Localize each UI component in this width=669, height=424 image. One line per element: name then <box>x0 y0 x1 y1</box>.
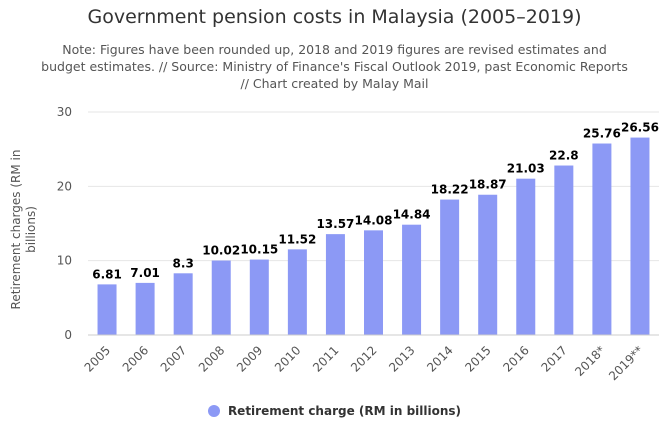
bar <box>287 249 307 335</box>
bar <box>630 137 650 335</box>
data-label: 13.57 <box>316 217 354 231</box>
chart-title: Government pension costs in Malaysia (20… <box>87 6 582 28</box>
x-tick-label: 2009 <box>234 343 265 374</box>
bar <box>440 199 460 335</box>
bar <box>97 284 117 335</box>
bar <box>249 259 269 335</box>
x-tick-label: 2006 <box>120 343 151 374</box>
y-axis-label: Retirement charges (RM inbillions) <box>9 150 38 310</box>
x-tick-label: 2007 <box>158 343 189 374</box>
x-tick-label: 2005 <box>82 343 113 374</box>
legend[interactable]: Retirement charge (RM in billions) <box>0 404 669 418</box>
data-label: 10.15 <box>240 243 278 257</box>
x-tick-label: 2010 <box>272 343 303 374</box>
x-tick-label: 2012 <box>348 343 379 374</box>
data-label: 11.52 <box>278 232 316 246</box>
x-tick-label: 2011 <box>310 343 341 374</box>
legend-label: Retirement charge (RM in billions) <box>227 404 462 418</box>
bar <box>516 178 536 335</box>
bar <box>211 260 231 335</box>
data-label: 14.84 <box>393 208 431 222</box>
x-tick-label: 2013 <box>386 343 417 374</box>
bar <box>554 165 574 335</box>
x-tick-label: 2016 <box>500 343 531 374</box>
bar <box>173 273 193 335</box>
legend-swatch <box>207 405 220 417</box>
bar <box>402 224 422 335</box>
bar-chart: 0 10 20 30 Retirement charges (RM inbillions… <box>9 105 659 383</box>
data-label: 8.3 <box>173 256 194 270</box>
data-label: 10.02 <box>202 244 240 258</box>
data-label: 6.81 <box>92 267 122 281</box>
data-label: 22.8 <box>549 149 579 163</box>
data-label: 18.87 <box>469 178 507 192</box>
x-tick-label: 2015 <box>462 343 493 374</box>
data-label: 7.01 <box>130 266 160 280</box>
bar <box>592 143 612 335</box>
bar <box>135 282 155 335</box>
bar <box>364 230 383 335</box>
y-tick-label: 0 <box>64 328 72 342</box>
x-tick-label: 2017 <box>538 343 569 374</box>
bar <box>478 194 498 335</box>
data-label: 14.08 <box>355 213 393 227</box>
data-label: 21.03 <box>507 162 545 176</box>
x-tick-label: 2018* <box>572 343 608 379</box>
chart-subtitle: Note: Figures have been rounded up, 2018… <box>41 42 628 91</box>
y-tick-label: 20 <box>57 179 72 193</box>
y-tick-label: 30 <box>57 105 72 119</box>
data-label: 26.56 <box>621 121 659 135</box>
data-label: 25.76 <box>583 127 621 141</box>
x-tick-label: 2014 <box>424 343 455 374</box>
data-label: 18.22 <box>431 183 469 197</box>
x-tick-label: 2008 <box>196 343 227 374</box>
y-tick-label: 10 <box>57 254 72 268</box>
x-tick-label: 2019** <box>606 343 646 383</box>
bar <box>325 234 345 335</box>
